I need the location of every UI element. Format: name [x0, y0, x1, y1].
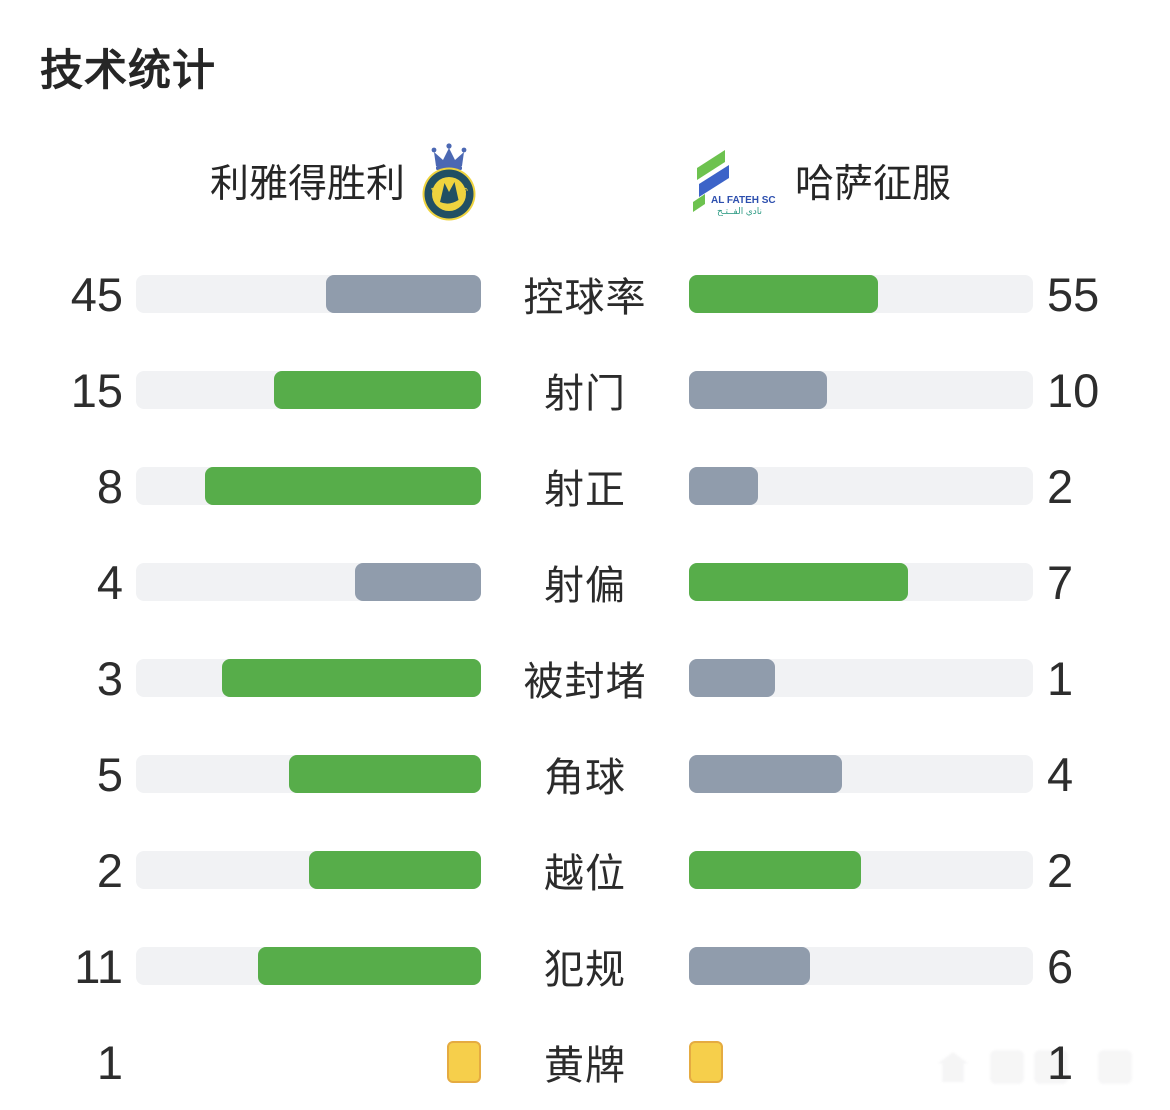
away-value: 2: [1047, 459, 1074, 513]
away-bar-track: [689, 947, 1033, 985]
away-bar-track: [689, 563, 1033, 601]
teams-header: 利雅得胜利 AL NASSR: [0, 141, 1170, 221]
away-value: 10: [1047, 363, 1100, 417]
home-value: 3: [96, 651, 123, 705]
home-bar-track: [136, 851, 481, 889]
stat-label: 黄牌: [544, 1044, 626, 1088]
stat-row: 11 犯规 6: [0, 918, 1170, 1014]
away-bar-fill: [689, 275, 879, 313]
home-value: 11: [74, 939, 123, 993]
stat-label: 射偏: [544, 564, 626, 608]
away-bar-fill: [689, 947, 811, 985]
away-bar-track: [689, 851, 1033, 889]
away-bar-track: [689, 755, 1033, 793]
away-value: 2: [1047, 843, 1074, 897]
home-bar-fill: [325, 275, 481, 313]
home-bar-track: [136, 659, 481, 697]
al-fateh-crest-icon: AL FATEH SC نادي الفــتـح: [693, 150, 776, 216]
stat-row: 15 射门 10: [0, 342, 1170, 438]
away-bar-fill: [689, 467, 758, 505]
home-team-name: 利雅得胜利: [209, 163, 405, 206]
stat-row: 4 射偏 7: [0, 534, 1170, 630]
home-value: 45: [70, 267, 123, 321]
home-bar-track: [136, 467, 481, 505]
away-bar-fill: [689, 563, 908, 601]
home-bar-track: [136, 563, 481, 601]
home-value: 2: [96, 843, 123, 897]
stat-row: 2 越位 2: [0, 822, 1170, 918]
away-value: 1: [1047, 1035, 1074, 1089]
watermark: [938, 1046, 1148, 1092]
stat-label: 越位: [544, 852, 626, 896]
svg-text:نادي الفــتـح: نادي الفــتـح: [717, 206, 762, 216]
home-value: 5: [96, 747, 123, 801]
home-bar-fill: [355, 563, 481, 601]
stat-label: 犯规: [544, 948, 626, 992]
away-bar-fill: [689, 659, 775, 697]
away-bar-track: [689, 371, 1033, 409]
home-bar-track: [136, 1041, 481, 1083]
home-bar-fill: [308, 851, 481, 889]
away-value: 1: [1047, 651, 1074, 705]
away-bar-track: [689, 659, 1033, 697]
away-bar-fill: [689, 851, 861, 889]
away-value: 6: [1047, 939, 1074, 993]
home-bar-track: [136, 947, 481, 985]
home-bar-track: [136, 371, 481, 409]
stat-label: 射正: [544, 468, 626, 512]
al-nassr-crest-icon: AL NASSR: [417, 141, 476, 221]
away-bar-fill: [689, 755, 842, 793]
svg-text:AL FATEH SC: AL FATEH SC: [711, 195, 776, 206]
away-team-header[interactable]: AL FATEH SC نادي الفــتـح 哈萨征服: [689, 141, 951, 221]
stat-label: 被封堵: [523, 660, 647, 704]
away-value: 55: [1047, 267, 1100, 321]
stat-row: 8 射正 2: [0, 438, 1170, 534]
home-bar-fill: [257, 947, 481, 985]
home-value: 15: [70, 363, 123, 417]
home-value: 1: [96, 1035, 123, 1089]
away-team-name: 哈萨征服: [795, 163, 952, 206]
home-bar-fill: [289, 755, 481, 793]
away-bar-track: [689, 1041, 1033, 1083]
home-bar-fill: [205, 467, 481, 505]
away-value: 4: [1047, 747, 1074, 801]
away-bar-track: [689, 275, 1033, 313]
away-bar-fill: [689, 371, 827, 409]
stat-row: 3 被封堵 1: [0, 630, 1170, 726]
stat-row: 1 黄牌 1: [0, 1014, 1170, 1110]
home-team-header[interactable]: 利雅得胜利 AL NASSR: [0, 141, 481, 221]
home-value: 8: [96, 459, 123, 513]
page-title: 技术统计: [40, 47, 216, 95]
home-bar-fill: [222, 659, 481, 697]
stat-row: 5 角球 4: [0, 726, 1170, 822]
away-bar-track: [689, 467, 1033, 505]
home-bar-fill: [274, 371, 481, 409]
stat-row: 45 控球率 55: [0, 246, 1170, 342]
stat-label: 射门: [544, 372, 626, 416]
home-yellow-card-icon: [447, 1041, 481, 1083]
stats-list: 45 控球率 55 15 射门 10 8 射正 2 4: [0, 246, 1170, 1110]
away-value: 7: [1047, 555, 1074, 609]
stat-label: 控球率: [523, 276, 647, 320]
home-bar-track: [136, 755, 481, 793]
home-value: 4: [96, 555, 123, 609]
stat-label: 角球: [544, 756, 626, 800]
home-bar-track: [136, 275, 481, 313]
away-yellow-card-icon: [689, 1041, 723, 1083]
